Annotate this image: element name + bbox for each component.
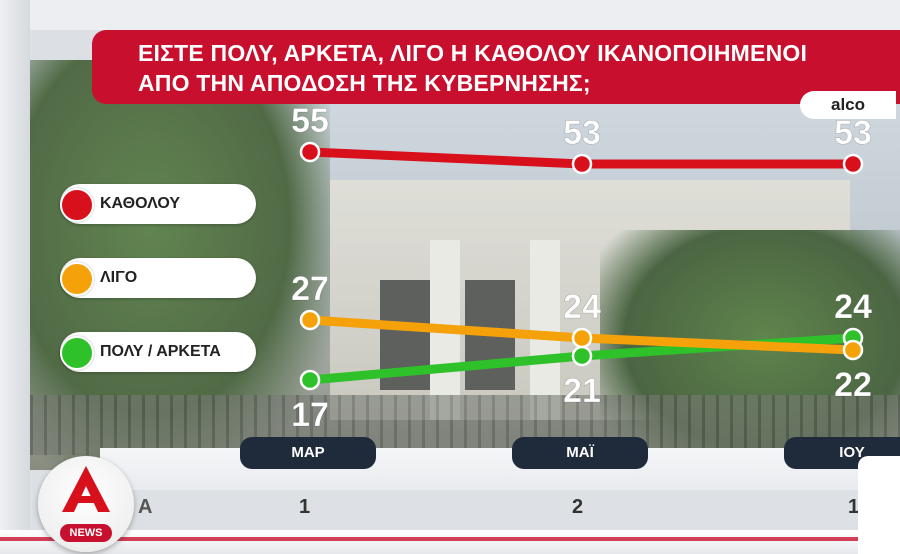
source-badge: alco: [800, 91, 896, 119]
legend-swatch: [60, 336, 94, 370]
data-label-2-1: 21: [563, 372, 601, 410]
bottom-number-bar: [100, 490, 900, 526]
background-column: [530, 240, 560, 420]
data-label-1-1: 24: [563, 288, 601, 326]
data-label-0-0: 55: [291, 102, 329, 140]
data-point-0-2: [842, 153, 864, 175]
title-banner: [92, 30, 900, 104]
data-label-1-2: 22: [834, 366, 872, 404]
data-point-1-2: [842, 339, 864, 361]
bottom-number-2: 2: [572, 496, 584, 518]
series-line-segment-1-1: [577, 333, 858, 355]
bottom-strip: [0, 530, 900, 554]
data-point-2-1: [571, 345, 593, 367]
data-point-0-1: [571, 153, 593, 175]
series-line-segment-2-0: [305, 351, 587, 385]
chart-title-line2: ΑΠΟ ΤΗΝ ΑΠΟΔΟΣΗ ΤΗΣ ΚΥΒΕΡΝΗΣΗΣ;: [138, 70, 591, 96]
bottom-side-text: A: [138, 496, 153, 518]
data-point-1-1: [571, 327, 593, 349]
legend-label: ΚΑΘΟΛΟΥ: [100, 195, 181, 212]
legend-swatch: [60, 188, 94, 222]
legend-item-ligo: ΛΙΓΟ: [60, 258, 256, 298]
series-line-segment-1-0: [305, 315, 587, 343]
series-line-segment-0-0: [305, 147, 587, 169]
data-point-0-0: [299, 141, 321, 163]
corner-panel: [858, 456, 900, 554]
data-label-2-0: 17: [291, 396, 329, 434]
bottom-red-rule: [0, 537, 900, 541]
data-label-0-1: 53: [563, 114, 601, 152]
background-fence: [30, 395, 900, 455]
bottom-number-1: 1: [299, 496, 311, 518]
data-point-1-0: [299, 309, 321, 331]
bottom-number-3: 1: [848, 496, 860, 518]
logo-news-label: NEWS: [60, 524, 112, 542]
x-tick-label-mar: ΜΑΡ: [240, 437, 376, 469]
channel-logo: NEWS: [38, 456, 134, 552]
legend-label: ΛΙΓΟ: [100, 269, 138, 286]
data-label-0-2: 53: [834, 114, 872, 152]
alpha-logo-icon: [62, 466, 110, 512]
x-tick-label-mai: ΜΑΪ: [512, 437, 648, 469]
legend-label: ΠΟΛΥ / ΑΡΚΕΤΑ: [100, 343, 221, 360]
legend-item-poly-arketa: ΠΟΛΥ / ΑΡΚΕΤΑ: [60, 332, 256, 372]
legend-swatch: [60, 262, 94, 296]
frame-left: [0, 0, 30, 554]
legend-item-katholou: ΚΑΘΟΛΟΥ: [60, 184, 256, 224]
data-label-2-2: 24: [834, 288, 872, 326]
frame-top: [0, 0, 900, 30]
chart-title-line1: ΕΙΣΤΕ ΠΟΛΥ, ΑΡΚΕΤΑ, ΛΙΓΟ Η ΚΑΘΟΛΟΥ ΙΚΑΝΟ…: [138, 40, 808, 66]
data-point-2-0: [299, 369, 321, 391]
data-label-1-0: 27: [291, 270, 329, 308]
